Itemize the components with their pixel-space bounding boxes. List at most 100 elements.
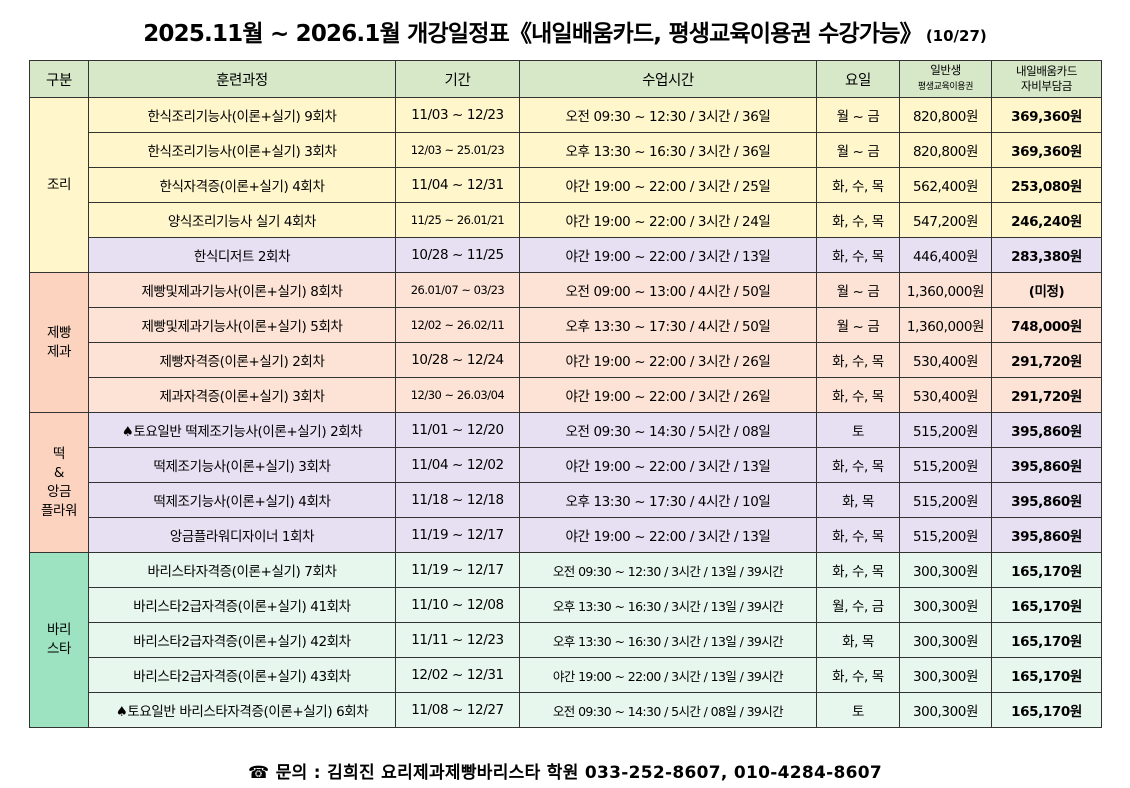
fee-general-cell: 300,300원 — [899, 622, 992, 658]
period-cell: 11/19 ~ 12/17 — [395, 517, 520, 553]
period-cell: 11/04 ~ 12/31 — [395, 167, 520, 203]
fee-card-cell: 291,720원 — [991, 342, 1102, 378]
table-row: 조리 한식조리기능사(이론+실기) 9회차 11/03 ~ 12/23 오전 09:3… — [29, 97, 1102, 273]
fee-general-cell: 530,400원 — [899, 377, 992, 413]
course-cell: 한식자격증(이론+실기) 4회차 — [88, 167, 396, 203]
table-row: 앙금플라워디자이너 1회차 11/19 ~ 12/17 야간 19:00 ~ 22:… — [30, 517, 1102, 553]
time-cell: 야간 19:00 ~ 22:00 / 3시간 / 13일 — [519, 447, 817, 483]
fee-general-cell: 820,800원 — [899, 132, 992, 168]
time-cell: 오후 13:30 ~ 16:30 / 3시간 / 13일 / 39시간 — [519, 622, 817, 658]
course-cell: 바리스타2급자격증(이론+실기) 42회차 — [88, 622, 396, 658]
fee-card-cell: 253,080원 — [991, 167, 1102, 203]
header-fee-card-line2: 자비부담금 — [1021, 79, 1072, 93]
time-cell: 야간 19:00 ~ 22:00 / 3시간 / 25일 — [519, 167, 817, 203]
category-cell: 조리 — [29, 97, 89, 273]
fee-card-cell: 395,860원 — [991, 482, 1102, 518]
fee-card-cell: 165,170원 — [991, 552, 1102, 588]
days-cell: 화, 수, 목 — [816, 377, 900, 413]
course-cell: 바리스타자격증(이론+실기) 7회차 — [88, 552, 396, 588]
days-cell: 화, 수, 목 — [816, 342, 900, 378]
fee-general-cell: 446,400원 — [899, 237, 992, 273]
days-cell: 토 — [816, 412, 900, 448]
fee-general-cell: 300,300원 — [899, 552, 992, 588]
period-cell: 12/02 ~ 26.02/11 — [395, 307, 520, 343]
header-category: 구분 — [29, 60, 89, 98]
fee-general-cell: 515,200원 — [899, 517, 992, 553]
fee-general-cell: 1,360,000원 — [899, 272, 992, 308]
days-cell: 화, 수, 목 — [816, 167, 900, 203]
fee-card-cell: 283,380원 — [991, 237, 1102, 273]
header-fee-general-line2: 평생교육이용권 — [917, 82, 974, 92]
course-cell: 양식조리기능사 실기 4회차 — [88, 202, 396, 238]
table-row: 제빵및제과기능사(이론+실기) 5회차 12/02 ~ 26.02/11 오후 13… — [30, 307, 1102, 343]
time-cell: 오전 09:30 ~ 12:30 / 3시간 / 13일 / 39시간 — [519, 552, 817, 588]
days-cell: 화, 수, 목 — [816, 237, 900, 273]
fee-card-cell: 395,860원 — [991, 517, 1102, 553]
header-fee-general-line1: 일반생 — [930, 63, 961, 77]
header-row: 구분 훈련과정 기간 수업시간 요일 일반생 평생교육이용권 내일배움카드 자비부담… — [29, 60, 1102, 98]
schedule-table: 구분 훈련과정 기간 수업시간 요일 일반생 평생교육이용권 내일배움카드 자비부담… — [29, 60, 1102, 728]
time-cell: 야간 19:00 ~ 22:00 / 3시간 / 13일 — [519, 237, 817, 273]
days-cell: 화, 목 — [816, 622, 900, 658]
category-cell: 바리 스타 — [29, 552, 89, 728]
days-cell: 월 ~ 금 — [816, 307, 900, 343]
table-row: 한식디저트 2회차 10/28 ~ 11/25 야간 19:00 ~ 22:00 /… — [30, 237, 1102, 273]
fee-general-cell: 515,200원 — [899, 447, 992, 483]
period-cell: 11/04 ~ 12/02 — [395, 447, 520, 483]
fee-general-cell: 300,300원 — [899, 692, 992, 728]
course-cell: 제빵및제과기능사(이론+실기) 5회차 — [88, 307, 396, 343]
days-cell: 월 ~ 금 — [816, 132, 900, 168]
fee-card-cell: 165,170원 — [991, 692, 1102, 728]
fee-general-cell: 1,360,000원 — [899, 307, 992, 343]
period-cell: 11/08 ~ 12/27 — [395, 692, 520, 728]
course-cell: 떡제조기능사(이론+실기) 4회차 — [88, 482, 396, 518]
period-cell: 11/25 ~ 26.01/21 — [395, 202, 520, 238]
time-cell: 오후 13:30 ~ 17:30 / 4시간 / 10일 — [519, 482, 817, 518]
period-cell: 11/01 ~ 12/20 — [395, 412, 520, 448]
fee-card-cell: 246,240원 — [991, 202, 1102, 238]
period-cell: 26.01/07 ~ 03/23 — [395, 272, 520, 308]
days-cell: 토 — [816, 692, 900, 728]
fee-card-cell: 165,170원 — [991, 657, 1102, 693]
days-cell: 월 ~ 금 — [816, 272, 900, 308]
days-cell: 화, 수, 목 — [816, 517, 900, 553]
table-row: 떡 & 앙금 플라워 ♠토요일반 떡제조기능사(이론+실기) 2회차 11/01 ~ 12… — [29, 412, 1102, 553]
course-cell: 한식조리기능사(이론+실기) 9회차 — [88, 97, 396, 133]
contact-info: ☎ 문의 : 김희진 요리제과제빵바리스타 학원 033-252-8607, 0… — [248, 763, 882, 783]
fee-card-cell: (미정) — [991, 272, 1102, 308]
days-cell: 월, 수, 금 — [816, 587, 900, 623]
fee-card-cell: 369,360원 — [991, 132, 1102, 168]
course-cell: 바리스타2급자격증(이론+실기) 43회차 — [88, 657, 396, 693]
table-row: 바리스타2급자격증(이론+실기) 41회차 11/10 ~ 12/08 오후 13:… — [30, 587, 1102, 623]
header-fee-card-line1: 내일배움카드 — [1015, 64, 1078, 78]
header-days: 요일 — [816, 60, 900, 98]
header-course: 훈련과정 — [88, 60, 396, 98]
fee-general-cell: 547,200원 — [899, 202, 992, 238]
table-row: 바리 스타 바리스타자격증(이론+실기) 7회차 11/19 ~ 12/17 오전 09… — [29, 552, 1102, 728]
days-cell: 화, 목 — [816, 482, 900, 518]
fee-general-cell: 300,300원 — [899, 587, 992, 623]
fee-card-cell: 165,170원 — [991, 587, 1102, 623]
fee-general-cell: 820,800원 — [899, 97, 992, 133]
header-fee-card: 내일배움카드 자비부담금 — [991, 60, 1102, 98]
table-row: 한식조리기능사(이론+실기) 3회차 12/03 ~ 25.01/23 오후 13:… — [30, 132, 1102, 168]
table-row: ♠토요일반 바리스타자격증(이론+실기) 6회차 11/08 ~ 12/27 오전 … — [30, 692, 1102, 728]
fee-general-cell: 515,200원 — [899, 412, 992, 448]
time-cell: 오후 13:30 ~ 16:30 / 3시간 / 13일 / 39시간 — [519, 587, 817, 623]
category-cell: 제빵 제과 — [29, 272, 89, 413]
title-text: 2025.11월 ~ 2026.1월 개강일정표《내일배움카드, 평생교육이용권… — [143, 21, 922, 47]
period-cell: 11/11 ~ 12/23 — [395, 622, 520, 658]
fee-general-cell: 562,400원 — [899, 167, 992, 203]
table-row: 떡제조기능사(이론+실기) 4회차 11/18 ~ 12/18 오후 13:30 ~… — [30, 482, 1102, 518]
time-cell: 오후 13:30 ~ 17:30 / 4시간 / 50일 — [519, 307, 817, 343]
time-cell: 오전 09:30 ~ 14:30 / 5시간 / 08일 / 39시간 — [519, 692, 817, 728]
table-row: 제빵 제과 제빵및제과기능사(이론+실기) 8회차 26.01/07 ~ 03/23 오… — [29, 272, 1102, 413]
header-time: 수업시간 — [519, 60, 817, 98]
course-cell: 바리스타2급자격증(이론+실기) 41회차 — [88, 587, 396, 623]
time-cell: 야간 19:00 ~ 22:00 / 3시간 / 26일 — [519, 342, 817, 378]
fee-card-cell: 291,720원 — [991, 377, 1102, 413]
course-cell: 제빵및제과기능사(이론+실기) 8회차 — [88, 272, 396, 308]
fee-general-cell: 300,300원 — [899, 657, 992, 693]
course-cell: 제과자격증(이론+실기) 3회차 — [88, 377, 396, 413]
time-cell: 오후 13:30 ~ 16:30 / 3시간 / 36일 — [519, 132, 817, 168]
